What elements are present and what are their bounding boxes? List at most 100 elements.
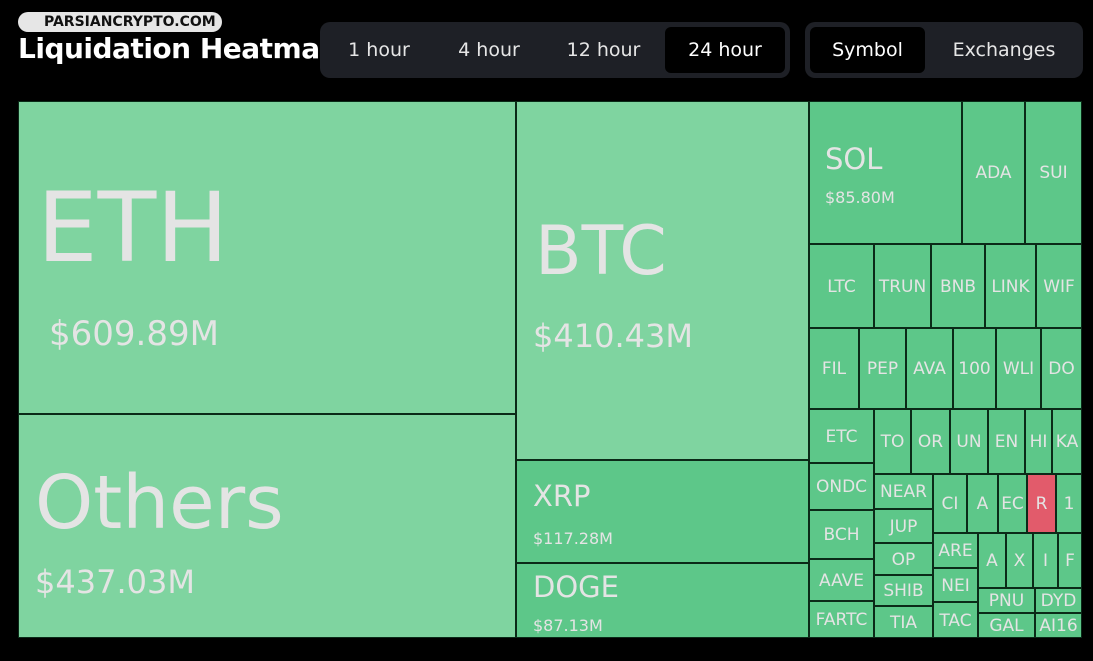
watermark: PARSIANCRYPTO.COM bbox=[18, 12, 222, 32]
heatmap-tile[interactable]: CI bbox=[933, 474, 967, 533]
time-filter-button[interactable]: 24 hour bbox=[665, 27, 785, 73]
heatmap-tile[interactable]: WLI bbox=[996, 328, 1041, 409]
tile-label: 1 bbox=[1063, 494, 1075, 515]
heatmap-tile[interactable]: SUI bbox=[1025, 101, 1082, 244]
heatmap-tile[interactable]: DYD bbox=[1035, 588, 1082, 613]
view-filter-button[interactable]: Symbol bbox=[810, 27, 925, 73]
heatmap-tile[interactable]: XRP $117.28M bbox=[516, 460, 809, 563]
heatmap-tile[interactable]: R bbox=[1027, 474, 1056, 533]
tile-label: A bbox=[986, 551, 998, 572]
tile-label: Others bbox=[35, 460, 284, 546]
tile-label: TAC bbox=[939, 610, 972, 631]
heatmap-tile[interactable]: F bbox=[1058, 533, 1082, 588]
tile-label: I bbox=[1042, 551, 1048, 572]
tile-label: LINK bbox=[991, 276, 1030, 297]
view-filter-group: Symbol Exchanges bbox=[805, 22, 1083, 78]
heatmap-tile[interactable]: 1 bbox=[1056, 474, 1082, 533]
heatmap-tile[interactable]: BCH bbox=[809, 510, 874, 559]
heatmap-tile[interactable]: UN bbox=[950, 409, 988, 474]
heatmap-tile[interactable]: JUP bbox=[874, 509, 933, 543]
heatmap-tile[interactable]: LINK bbox=[985, 244, 1036, 328]
heatmap-tile[interactable]: WIF bbox=[1036, 244, 1082, 328]
heatmap-tile[interactable]: DOGE $87.13M bbox=[516, 563, 809, 638]
heatmap-tile[interactable]: EC bbox=[998, 474, 1027, 533]
tile-value: $437.03M bbox=[35, 563, 195, 601]
tile-label: DO bbox=[1048, 359, 1075, 380]
time-filter-button[interactable]: 4 hour bbox=[458, 39, 520, 61]
heatmap-tile[interactable]: FIL bbox=[809, 328, 859, 409]
tile-label: AAVE bbox=[818, 570, 864, 591]
tile-label: X bbox=[1013, 551, 1026, 572]
tile-label: TIA bbox=[889, 612, 918, 633]
heatmap-tile[interactable]: KA bbox=[1052, 409, 1082, 474]
tile-label: NEI bbox=[941, 575, 970, 596]
heatmap-tile[interactable]: GAL bbox=[978, 613, 1035, 638]
heatmap-tile[interactable]: TIA bbox=[874, 606, 933, 638]
tile-label: SOL bbox=[825, 142, 883, 176]
heatmap-tile[interactable]: NEAR bbox=[874, 474, 933, 509]
tile-label: SUI bbox=[1039, 163, 1068, 184]
heatmap-tile[interactable]: PEP bbox=[859, 328, 906, 409]
heatmap-tile[interactable]: A bbox=[967, 474, 998, 533]
heatmap-tile[interactable]: SHIB bbox=[874, 575, 933, 606]
tile-label: GAL bbox=[989, 616, 1024, 637]
heatmap-tile[interactable]: EN bbox=[988, 409, 1025, 474]
tile-label: PNU bbox=[988, 591, 1025, 612]
heatmap-tile[interactable]: ETH $609.89M bbox=[18, 101, 516, 414]
heatmap-tile[interactable]: HI bbox=[1025, 409, 1052, 474]
tile-label: LTC bbox=[827, 276, 856, 297]
tile-label: TRUN bbox=[878, 276, 927, 297]
tile-label: DOGE bbox=[533, 570, 619, 604]
heatmap-tile[interactable]: LTC bbox=[809, 244, 874, 328]
heatmap-tile[interactable]: FARTC bbox=[809, 601, 874, 638]
heatmap-tile[interactable]: OR bbox=[911, 409, 950, 474]
tile-label: ONDC bbox=[815, 477, 868, 498]
tile-label: BNB bbox=[939, 276, 977, 297]
tile-label: A bbox=[976, 494, 989, 515]
tile-label: PEP bbox=[866, 359, 899, 380]
heatmap-tile[interactable]: DO bbox=[1041, 328, 1082, 409]
tile-label: HI bbox=[1029, 432, 1048, 453]
heatmap-tile[interactable]: X bbox=[1006, 533, 1033, 588]
heatmap-tile[interactable]: Others $437.03M bbox=[18, 414, 516, 638]
heatmap-tile[interactable]: TRUN bbox=[874, 244, 931, 328]
heatmap-tile[interactable]: ONDC bbox=[809, 463, 874, 510]
tile-label: R bbox=[1035, 494, 1048, 515]
tile-value: $87.13M bbox=[533, 616, 603, 635]
time-filter-button[interactable]: 12 hour bbox=[566, 39, 641, 61]
heatmap-tile[interactable]: AVA bbox=[906, 328, 953, 409]
page-title: Liquidation Heatmap bbox=[18, 32, 340, 65]
heatmap-tile[interactable]: AAVE bbox=[809, 559, 874, 601]
heatmap-tile[interactable]: I bbox=[1033, 533, 1058, 588]
tile-label: SHIB bbox=[883, 581, 924, 602]
tile-label: ETC bbox=[825, 426, 858, 447]
tile-label: AI16 bbox=[1039, 616, 1078, 637]
heatmap-tile[interactable]: BNB bbox=[931, 244, 985, 328]
heatmap-tile[interactable]: SOL $85.80M bbox=[809, 101, 962, 244]
heatmap-tile[interactable]: ETC bbox=[809, 409, 874, 463]
tile-label: OP bbox=[891, 549, 916, 570]
tile-label: EC bbox=[1001, 494, 1024, 515]
tile-value: $410.43M bbox=[533, 317, 693, 355]
tile-label: OR bbox=[917, 432, 944, 453]
tile-label: FIL bbox=[821, 359, 847, 380]
heatmap-tile[interactable]: 100 bbox=[953, 328, 996, 409]
heatmap-tile[interactable]: BTC $410.43M bbox=[516, 101, 809, 460]
heatmap-tile[interactable]: AI16 bbox=[1035, 613, 1082, 638]
tile-label: ARE bbox=[938, 541, 973, 562]
view-filter-button[interactable]: Exchanges bbox=[952, 39, 1056, 61]
tile-label: WLI bbox=[1002, 359, 1035, 380]
tile-label: NEAR bbox=[880, 482, 927, 503]
tile-label: JUP bbox=[889, 516, 918, 537]
heatmap-tile[interactable]: TO bbox=[874, 409, 911, 474]
heatmap-tile[interactable]: ARE bbox=[933, 533, 978, 568]
heatmap-tile[interactable]: TAC bbox=[933, 602, 978, 638]
heatmap-tile[interactable]: NEI bbox=[933, 568, 978, 602]
heatmap-tile[interactable]: PNU bbox=[978, 588, 1035, 613]
heatmap-tile[interactable]: A bbox=[978, 533, 1006, 588]
tile-label: WIF bbox=[1043, 276, 1075, 297]
heatmap-tile[interactable]: ADA bbox=[962, 101, 1025, 244]
time-filter-button[interactable]: 1 hour bbox=[348, 39, 410, 61]
heatmap-tile[interactable]: OP bbox=[874, 543, 933, 575]
